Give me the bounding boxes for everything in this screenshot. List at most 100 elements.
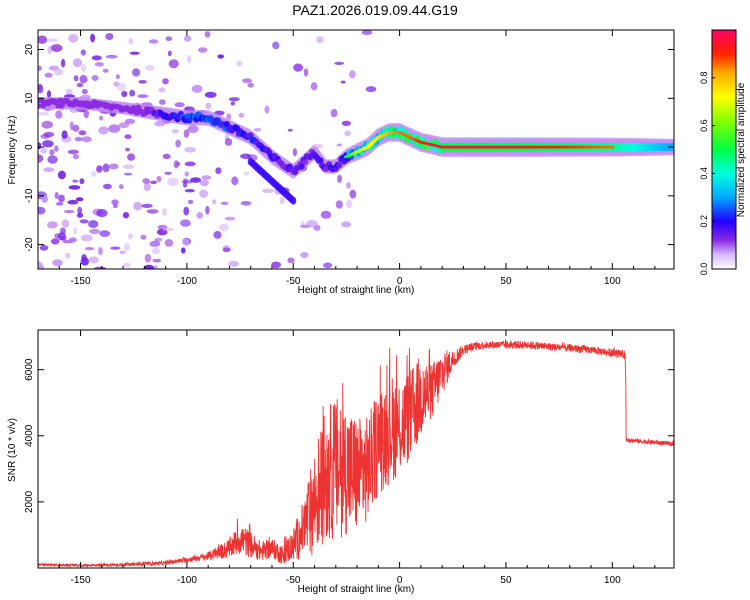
spectrogram-noise-blob (124, 134, 132, 140)
spectrogram-noise-blob (205, 205, 210, 215)
spectrogram-noise-blob (168, 59, 179, 69)
spectrogram-noise-blob (181, 247, 186, 254)
spectrogram-noise-blob (182, 181, 188, 188)
spectrogram-noise-blob (205, 102, 212, 110)
spectrogram-noise-blob (183, 206, 189, 216)
spectrogram-noise-blob (129, 89, 136, 97)
spectrogram-noise-blob (323, 262, 333, 269)
spectrogram-noise-blob (183, 129, 189, 138)
spectrogram-noise-blob (264, 105, 270, 114)
spectrogram-noise-blob (67, 149, 79, 155)
spectrogram-noise-blob (152, 258, 162, 263)
spectrogram-noise-blob (300, 252, 309, 258)
spectrogram-noise-blob (204, 31, 211, 38)
spectrogram-marks (38, 30, 674, 269)
spectrogram-noise-blob (125, 147, 130, 152)
spectrogram-noise-blob (236, 60, 243, 67)
snr-panel: -150 -100 -50 0 50 100 2000 4000 6000 Height of… (7, 329, 675, 595)
spectrogram-noise-blob (102, 183, 112, 190)
spectrogram-noise-blob (180, 219, 191, 227)
spectrogram-noise-blob (69, 121, 74, 131)
spectrogram-noise-blob (154, 237, 163, 242)
spectrogram-noise-blob (63, 209, 75, 214)
spectrogram-noise-blob (40, 147, 48, 154)
spectrogram-noise-blob (38, 154, 44, 163)
spectrogram-noise-blob (187, 125, 199, 133)
spectrogram-noise-blob (217, 54, 224, 59)
colorbar-label: Normalized spectral amplitude (736, 82, 747, 217)
spectrogram-noise-blob (98, 126, 109, 135)
snr-x-label: Height of straight line (km) (298, 584, 415, 595)
spectrogram-noise-blob (44, 72, 53, 78)
spectrogram-noise-blob (199, 189, 209, 198)
spectrogram-x-tick-label: -150 (71, 276, 91, 287)
spectrogram-y-ticks: -20 -10 0 10 20 (24, 44, 674, 252)
spectrogram-noise-blob (79, 178, 85, 185)
spectrogram-noise-blob (199, 179, 210, 187)
spectrogram-noise-blob (88, 256, 99, 264)
spectrogram-noise-blob (191, 84, 203, 93)
snr-y-tick-label: 2000 (24, 490, 35, 513)
spectrogram-noise-blob (119, 250, 126, 255)
spectrogram-noise-blob (334, 61, 345, 65)
spectrogram-noise-blob (213, 230, 222, 239)
spectrogram-noise-blob (61, 219, 70, 228)
spectrogram-noise-blob (90, 171, 97, 177)
colorbar-tick-label: 0.6 (699, 119, 709, 132)
spectrogram-y-label: Frequency (Hz) (7, 116, 18, 185)
spectrogram-noise-blob (272, 41, 280, 50)
snr-x-tick-label: -100 (177, 575, 197, 586)
spectrogram-noise-blob (99, 115, 104, 121)
spectrogram-noise-blob (91, 75, 99, 81)
spectrogram-noise-blob (72, 154, 79, 160)
spectrogram-noise-blob (72, 179, 79, 183)
spectrogram-noise-blob (150, 180, 158, 185)
spectrogram-noise-blob (201, 175, 211, 180)
spectrogram-noise-blob (105, 54, 118, 59)
spectrogram-noise-blob (143, 183, 151, 192)
spectrogram-noise-blob (144, 253, 152, 263)
spectrogram-noise-blob (105, 33, 114, 40)
snr-y-ticks: 2000 4000 6000 (24, 358, 674, 513)
spectrogram-noise-blob (183, 35, 192, 42)
spectrogram-noise-blob (111, 199, 119, 205)
spectrogram-noise-blob (67, 199, 79, 205)
spectrogram-noise-blob (123, 243, 130, 251)
spectrogram-noise-blob (151, 247, 161, 255)
colorbar-tick-label: 0.4 (699, 167, 709, 180)
spectrogram-noise-blob (361, 30, 373, 35)
spectrogram-noise-blob (138, 80, 147, 84)
spectrogram-noise-blob (303, 68, 309, 77)
spectrogram-noise-blob (61, 58, 66, 68)
spectrogram-noise-blob (335, 200, 343, 209)
spectrogram-noise-blob (68, 33, 79, 43)
spectrogram-noise-blob (57, 170, 66, 180)
spectrogram-noise-blob (41, 195, 48, 203)
spectrogram-noise-blob (219, 223, 229, 232)
spectrogram-noise-blob (158, 87, 166, 93)
spectrogram-secondary-ridge (247, 157, 297, 205)
spectrogram-noise-blob (77, 206, 83, 215)
spectrogram-noise-blob (38, 206, 46, 215)
spectrogram-noise-blob (73, 227, 78, 235)
spectrogram-noise-blob (365, 86, 377, 93)
spectrogram-noise-blob (41, 120, 53, 129)
spectrogram-noise-blob (90, 33, 95, 43)
spectrogram-noise-blob (128, 233, 133, 240)
spectrogram-noise-blob (132, 68, 141, 77)
spectrogram-noise-blob (98, 247, 103, 256)
spectrogram-noise-blob (83, 109, 90, 119)
colorbar-ticks: 0.0 0.2 0.4 0.6 0.8 (699, 72, 715, 275)
spectrogram-noise-blob (55, 110, 63, 119)
spectrogram-ridge-blob (38, 103, 41, 109)
spectrogram-noise-blob (262, 188, 274, 193)
spectrogram-ridge-blob (302, 159, 309, 166)
spectrogram-noise-blob (142, 178, 151, 184)
spectrogram-noise-blob (226, 113, 232, 121)
spectrogram-noise-blob (340, 80, 346, 84)
spectrogram-noise-blob (165, 36, 173, 42)
spectrogram-noise-blob (336, 143, 342, 147)
spectrogram-ridge-blob (336, 162, 343, 169)
spectrogram-noise-blob (81, 136, 92, 143)
